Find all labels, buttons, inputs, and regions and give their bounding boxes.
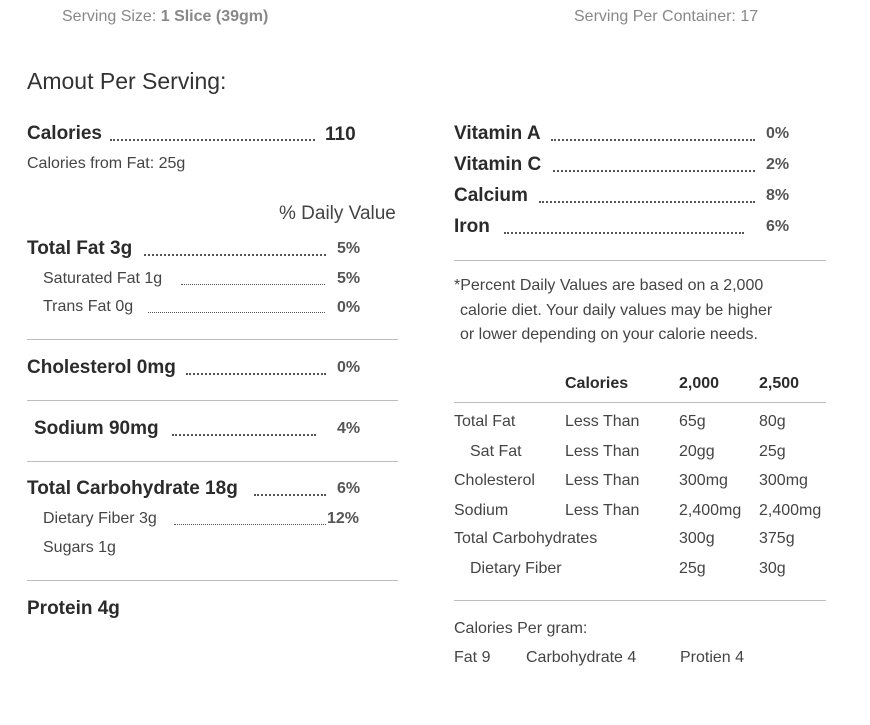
divider (27, 339, 398, 340)
vitamin-a-label: Vitamin A (454, 123, 541, 144)
cholesterol-leader (186, 373, 326, 375)
serving-size-label: Serving Size: (62, 8, 157, 25)
table-cell: 25g (759, 443, 786, 460)
vitamin-c-leader (553, 170, 755, 172)
footnote-line-1: *Percent Daily Values are based on a 2,0… (454, 277, 764, 294)
servings-value: 17 (740, 8, 759, 25)
table-cell: 80g (759, 413, 786, 430)
divider (454, 402, 826, 403)
daily-value-heading: % Daily Value (279, 203, 396, 224)
total-fat-leader (144, 254, 326, 256)
trans-fat-label: Trans Fat 0g (43, 298, 134, 315)
serving-size: Serving Size: 1 Slice (39gm) (62, 8, 268, 26)
table-cell: 300mg (759, 472, 808, 489)
table-header-calories: Calories (565, 375, 629, 392)
calories-from-fat: Calories from Fat: 25g (27, 155, 186, 172)
total-fat-label: Total Fat 3g (27, 238, 133, 259)
table-cell: Less Than (565, 472, 640, 489)
calcium-label: Calcium (454, 185, 528, 206)
vitamin-c-label: Vitamin C (454, 154, 542, 175)
table-cell: Less Than (565, 413, 640, 430)
calories-per-gram-label: Calories Per gram: (454, 620, 588, 637)
divider (27, 461, 398, 462)
calcium-leader (539, 201, 755, 203)
trans-fat-leader (148, 312, 325, 313)
iron-leader (504, 232, 744, 234)
table-cell: 30g (759, 560, 786, 577)
vitamin-a-pct: 0% (766, 125, 790, 142)
protein-label: Protein 4g (27, 598, 120, 619)
dietary-fiber-pct: 12% (327, 510, 360, 527)
servings-label: Serving Per Container: (574, 8, 736, 25)
saturated-fat-leader (181, 284, 325, 285)
serving-size-value: 1 Slice (39gm) (160, 8, 269, 25)
total-carbohydrate-label: Total Carbohydrate 18g (27, 478, 238, 499)
dietary-fiber-label: Dietary Fiber 3g (43, 510, 157, 527)
footnote-line-3: or lower depending on your calorie needs… (460, 326, 758, 343)
table-cell: 20gg (679, 443, 715, 460)
trans-fat-pct: 0% (337, 299, 361, 316)
saturated-fat-label: Saturated Fat 1g (43, 270, 163, 287)
table-cell: Less Than (565, 502, 640, 519)
calories-per-gram-fat: Fat 9 (454, 649, 491, 666)
calories-leader (110, 139, 315, 141)
calories-per-gram-protein: Protien 4 (680, 649, 745, 666)
table-cell: 375g (759, 530, 795, 547)
vitamin-a-leader (551, 139, 755, 141)
saturated-fat-pct: 5% (337, 270, 361, 287)
table-cell: 2,400mg (759, 502, 822, 519)
cholesterol-pct: 0% (337, 359, 361, 376)
table-cell: 65g (679, 413, 706, 430)
calcium-pct: 8% (766, 187, 790, 204)
sodium-label: Sodium 90mg (34, 418, 159, 439)
calories-label: Calories (27, 123, 102, 144)
table-cell: 25g (679, 560, 706, 577)
servings-per-container: Serving Per Container: 17 (574, 8, 758, 26)
total-fat-pct: 5% (337, 240, 361, 257)
vitamin-c-pct: 2% (766, 156, 790, 173)
table-cell: Dietary Fiber (470, 560, 562, 577)
table-cell: Total Fat (454, 413, 516, 430)
footnote-line-2: calorie diet. Your daily values may be h… (460, 302, 773, 319)
calories-value: 110 (325, 124, 356, 145)
table-cell: Less Than (565, 443, 640, 460)
sodium-pct: 4% (337, 420, 361, 437)
table-cell: Sodium (454, 502, 509, 519)
amount-per-serving-heading: Amout Per Serving: (27, 68, 227, 94)
table-cell: 300g (679, 530, 715, 547)
divider (454, 260, 826, 261)
table-cell: Cholesterol (454, 472, 535, 489)
sodium-leader (172, 434, 316, 436)
calories-per-gram-carbohydrate: Carbohydrate 4 (526, 649, 637, 666)
iron-pct: 6% (766, 218, 790, 235)
total-carbohydrate-pct: 6% (337, 480, 361, 497)
table-header-2500: 2,500 (759, 375, 800, 392)
table-cell: 300mg (679, 472, 728, 489)
sugars-label: Sugars 1g (43, 539, 116, 556)
table-cell: 2,400mg (679, 502, 742, 519)
divider (27, 400, 398, 401)
divider (27, 580, 398, 581)
cholesterol-label: Cholesterol 0mg (27, 357, 176, 378)
table-header-2000: 2,000 (679, 375, 720, 392)
table-cell: Sat Fat (470, 443, 522, 460)
iron-label: Iron (454, 216, 490, 237)
total-carbohydrate-leader (254, 494, 326, 496)
dietary-fiber-leader (174, 524, 326, 525)
table-cell: Total Carbohydrates (454, 530, 598, 547)
divider (454, 600, 826, 601)
